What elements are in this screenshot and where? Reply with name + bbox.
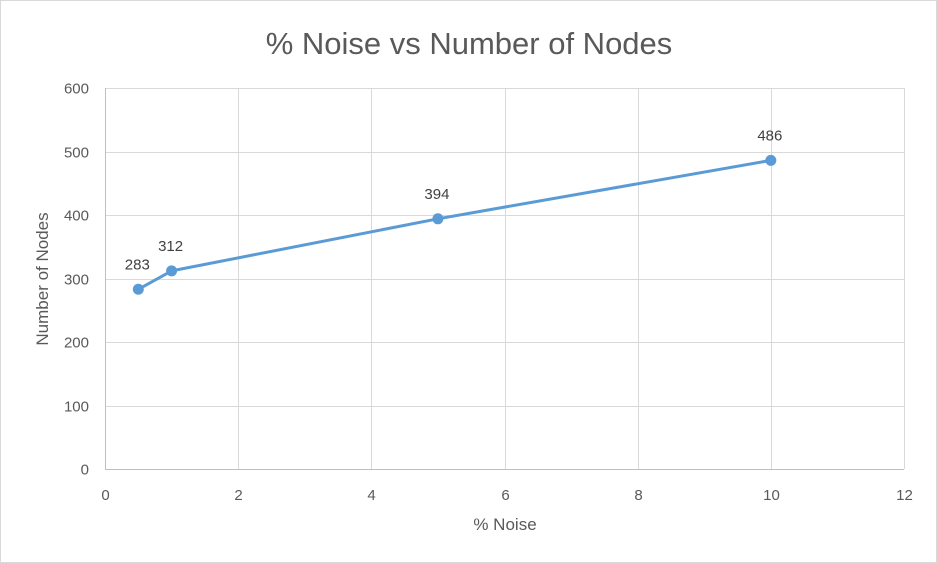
x-tick-label: 2	[234, 487, 242, 504]
chart-title: % Noise vs Number of Nodes	[266, 26, 673, 61]
data-point	[166, 265, 178, 277]
y-tick-label: 100	[64, 399, 89, 416]
data-point	[432, 213, 444, 225]
data-label: 486	[757, 127, 782, 144]
x-tick-label: 4	[367, 487, 375, 504]
series-line	[136, 158, 773, 291]
x-tick-label: 0	[101, 487, 109, 504]
x-tick-label: 8	[634, 487, 642, 504]
data-label: 312	[158, 238, 183, 255]
y-tick-label: 400	[64, 208, 89, 225]
y-tick-label: 0	[81, 462, 89, 479]
x-axis-label: % Noise	[473, 515, 536, 534]
tick-labels: 0 100 200 300 400 500 600 0 2 4 6 8 10 12	[64, 81, 913, 505]
data-series: 283 312 394 486	[125, 127, 782, 295]
gridlines	[105, 88, 905, 469]
axes	[105, 88, 904, 470]
y-tick-label: 500	[64, 145, 89, 162]
y-tick-label: 200	[64, 335, 89, 352]
x-tick-label: 10	[763, 487, 780, 504]
data-label: 394	[424, 186, 449, 203]
x-tick-label: 6	[501, 487, 509, 504]
y-tick-label: 300	[64, 272, 89, 289]
data-label: 283	[125, 256, 150, 273]
data-point	[765, 154, 777, 166]
data-point	[132, 283, 144, 295]
y-tick-label: 600	[64, 81, 89, 98]
x-tick-label: 12	[896, 487, 913, 504]
y-axis-label: Number of Nodes	[33, 212, 52, 345]
